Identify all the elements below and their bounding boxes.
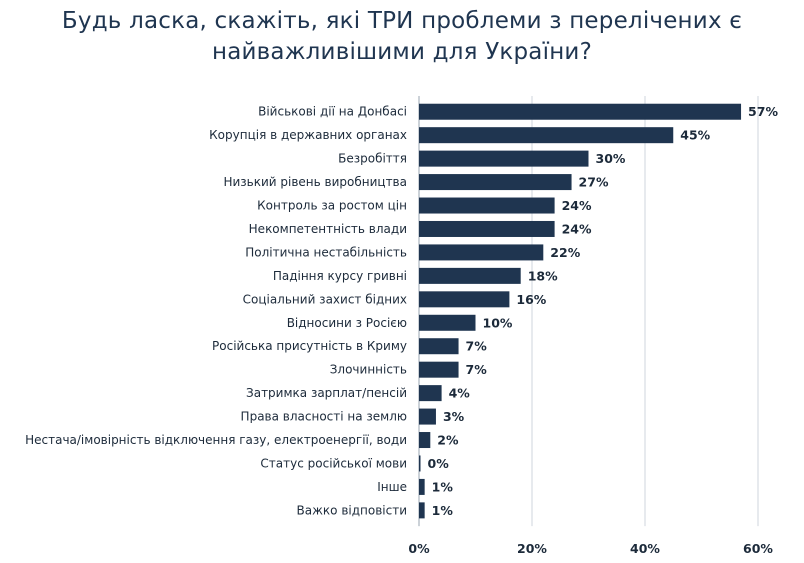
bar-2 <box>419 150 589 167</box>
x-tick-label-3: 60% <box>743 541 773 556</box>
value-label-14: 2% <box>437 433 459 448</box>
bar-8 <box>419 291 510 308</box>
category-label-16: Інше <box>377 480 407 494</box>
chart-title-line-1: Будь ласка, скажіть, які ТРИ проблеми з … <box>61 8 743 34</box>
category-label-4: Контроль за ростом цін <box>257 199 407 213</box>
value-label-9: 10% <box>483 315 513 330</box>
category-label-13: Права власності на землю <box>241 410 407 424</box>
bar-0 <box>419 103 742 120</box>
category-label-5: Некомпетентність влади <box>249 222 407 236</box>
bar-7 <box>419 267 521 284</box>
category-label-6: Політична нестабільність <box>245 245 407 259</box>
chart-title: Будь ласка, скажіть, які ТРИ проблеми з … <box>0 6 804 68</box>
value-label-0: 57% <box>748 104 778 119</box>
bar-9 <box>419 314 476 331</box>
value-label-2: 30% <box>596 151 626 166</box>
value-label-1: 45% <box>680 128 710 143</box>
category-label-10: Російська присутність в Криму <box>212 339 407 353</box>
bar-15 <box>419 455 421 472</box>
value-label-5: 24% <box>562 221 592 236</box>
x-tick-label-0: 0% <box>408 541 430 556</box>
value-label-15: 0% <box>428 456 450 471</box>
category-label-2: Безробіття <box>338 152 407 166</box>
bar-14 <box>419 432 431 449</box>
value-label-6: 22% <box>550 245 580 260</box>
category-label-1: Корупція в державних органах <box>209 128 407 142</box>
bar-4 <box>419 197 555 214</box>
value-label-13: 3% <box>443 409 465 424</box>
bar-17 <box>419 502 425 519</box>
category-label-15: Статус російської мови <box>260 456 407 470</box>
bar-5 <box>419 220 555 237</box>
bar-12 <box>419 385 442 402</box>
value-label-8: 16% <box>516 292 546 307</box>
x-tick-label-1: 20% <box>517 541 547 556</box>
bar-6 <box>419 244 544 261</box>
value-label-7: 18% <box>528 268 558 283</box>
bar-10 <box>419 338 459 355</box>
category-label-11: Злочинність <box>330 363 407 377</box>
category-label-0: Військові дії на Донбасі <box>258 105 407 119</box>
category-label-12: Затримка зарплат/пенсій <box>246 386 407 400</box>
chart-title-line-2: найважливішими для України? <box>212 39 592 65</box>
bar-11 <box>419 361 459 378</box>
category-label-17: Важко відповісти <box>297 503 407 517</box>
x-tick-label-2: 40% <box>630 541 660 556</box>
bar-16 <box>419 478 425 495</box>
category-label-14: Нестача/імовірність відключення газу, ел… <box>25 433 407 447</box>
value-label-10: 7% <box>466 339 488 354</box>
category-label-8: Соціальний захист бідних <box>243 292 407 306</box>
category-label-7: Падіння курсу гривні <box>273 269 407 283</box>
value-label-4: 24% <box>562 198 592 213</box>
value-label-11: 7% <box>466 362 488 377</box>
bar-1 <box>419 127 674 144</box>
value-label-17: 1% <box>432 503 454 518</box>
category-label-9: Відносини з Росією <box>287 316 407 330</box>
category-label-3: Низький рівень виробництва <box>223 175 407 189</box>
value-label-3: 27% <box>579 175 609 190</box>
value-label-16: 1% <box>432 479 454 494</box>
bar-3 <box>419 174 572 191</box>
bar-13 <box>419 408 436 425</box>
value-label-12: 4% <box>449 386 471 401</box>
